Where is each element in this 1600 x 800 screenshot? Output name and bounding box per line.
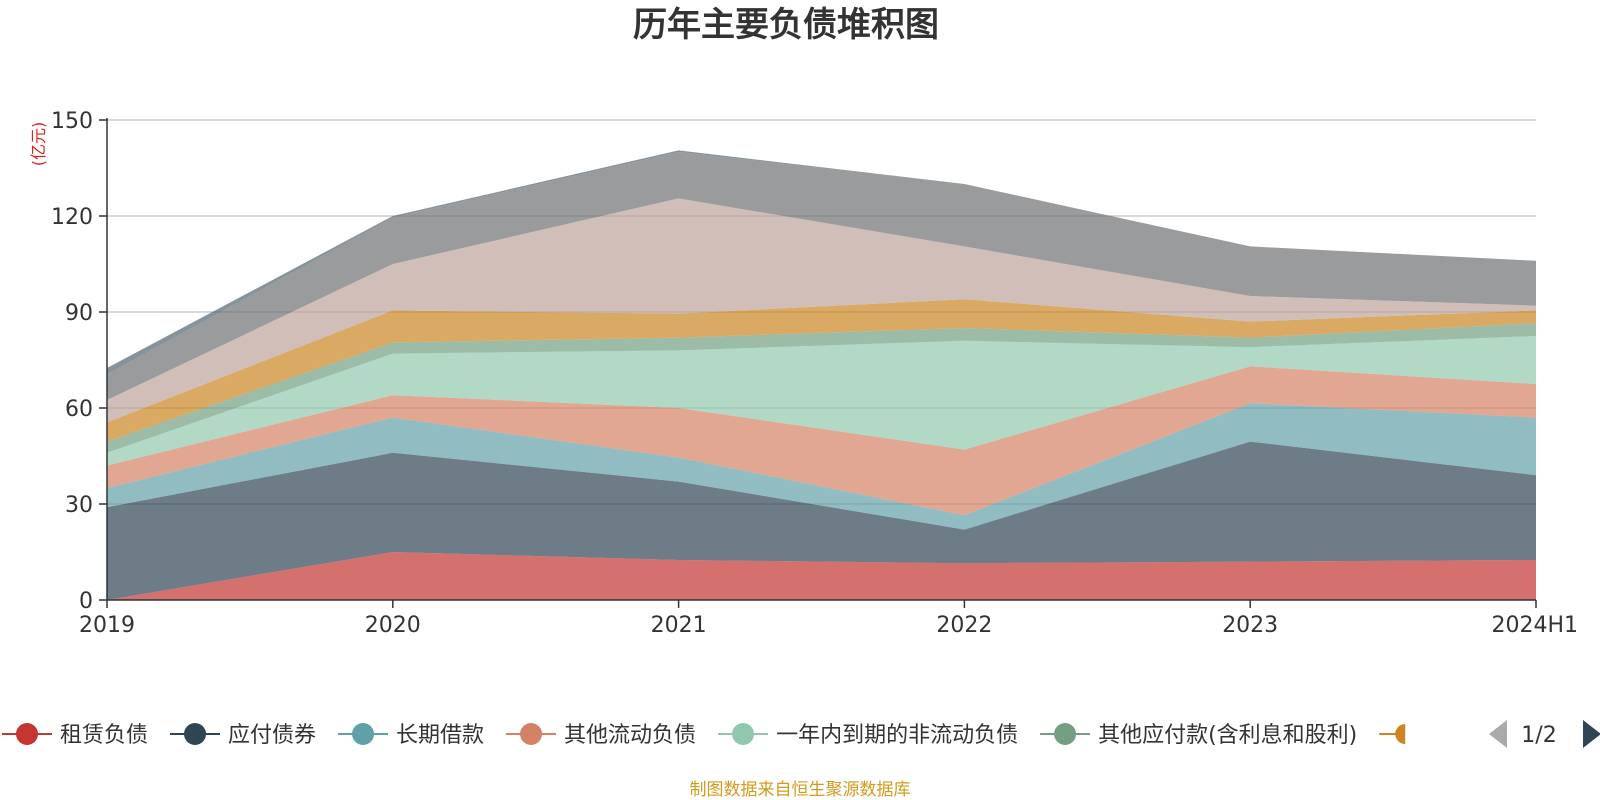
- legend-marker-icon: [352, 723, 375, 745]
- legend-page-indicator: 1/2: [1521, 723, 1556, 748]
- legend-pager: 1/2: [1489, 720, 1600, 748]
- y-tick-label: 90: [65, 301, 93, 326]
- axes: 0 30 60 90 120 150 2019 2020 2021 2022 2023 2024H1: [51, 109, 1578, 638]
- legend-label: 其他应付款(含利息和股利): [1098, 723, 1357, 748]
- legend-item[interactable]: 其他流动负债: [506, 723, 696, 748]
- legend-label: 应付债券: [228, 723, 316, 748]
- x-tick-label: 2021: [651, 613, 707, 638]
- x-tick-label: 2022: [936, 613, 992, 638]
- legend-item[interactable]: 一年内到期的非流动负债: [718, 723, 1018, 748]
- legend-item-partial[interactable]: [1379, 724, 1406, 744]
- series-area-2: [107, 403, 1536, 530]
- legend-marker-icon: [1054, 723, 1077, 745]
- series-area-1: [107, 441, 1536, 600]
- legend-label: 长期借款: [396, 723, 484, 748]
- legend-marker-icon: [732, 723, 755, 745]
- legend-label: 租赁负债: [60, 723, 148, 748]
- legend-marker-icon: [184, 723, 207, 745]
- series-area-7: [107, 198, 1536, 423]
- series-area-4: [107, 336, 1536, 466]
- legend-next-page-icon[interactable]: [1583, 720, 1600, 748]
- legend-item[interactable]: 长期借款: [338, 723, 484, 748]
- legend-marker-icon: [520, 723, 543, 745]
- y-tick-label: 30: [65, 493, 93, 518]
- y-tick-label: 0: [79, 589, 93, 614]
- x-tick-label: 2020: [365, 613, 421, 638]
- legend-label: 一年内到期的非流动负债: [776, 723, 1018, 748]
- series-area-6: [107, 299, 1536, 442]
- series-areas: [107, 150, 1536, 600]
- series-area-3: [107, 366, 1536, 516]
- series-area-8: [107, 152, 1536, 400]
- legend-item[interactable]: 租赁负债: [2, 723, 148, 748]
- legend-label: 其他流动负债: [564, 723, 696, 748]
- legend-marker-icon: [16, 723, 38, 745]
- legend-prev-page-icon[interactable]: [1489, 720, 1507, 748]
- x-tick-label: 2024H1: [1491, 613, 1578, 638]
- y-tick-label: 120: [51, 205, 93, 230]
- series-area-0: [107, 552, 1536, 600]
- legend-item[interactable]: 其他应付款(含利息和股利): [1040, 723, 1357, 748]
- source-note: 制图数据来自恒生聚源数据库: [690, 780, 911, 800]
- legend-marker-icon: [1395, 724, 1406, 744]
- y-tick-label: 60: [65, 397, 93, 422]
- y-axis-unit-label: (亿元): [29, 122, 48, 167]
- legend-item[interactable]: 应付债券: [170, 723, 316, 748]
- x-tick-label: 2023: [1222, 613, 1278, 638]
- y-tick-label: 150: [51, 109, 93, 134]
- legend: 租赁负债 应付债券 长期借款 其他流动负债 一年内到期的非流动负债 其他应付款(含利息和股…: [2, 723, 1406, 748]
- series-area-5: [107, 323, 1536, 453]
- x-tick-label: 2019: [79, 613, 135, 638]
- chart-title: 历年主要负债堆积图: [633, 5, 939, 45]
